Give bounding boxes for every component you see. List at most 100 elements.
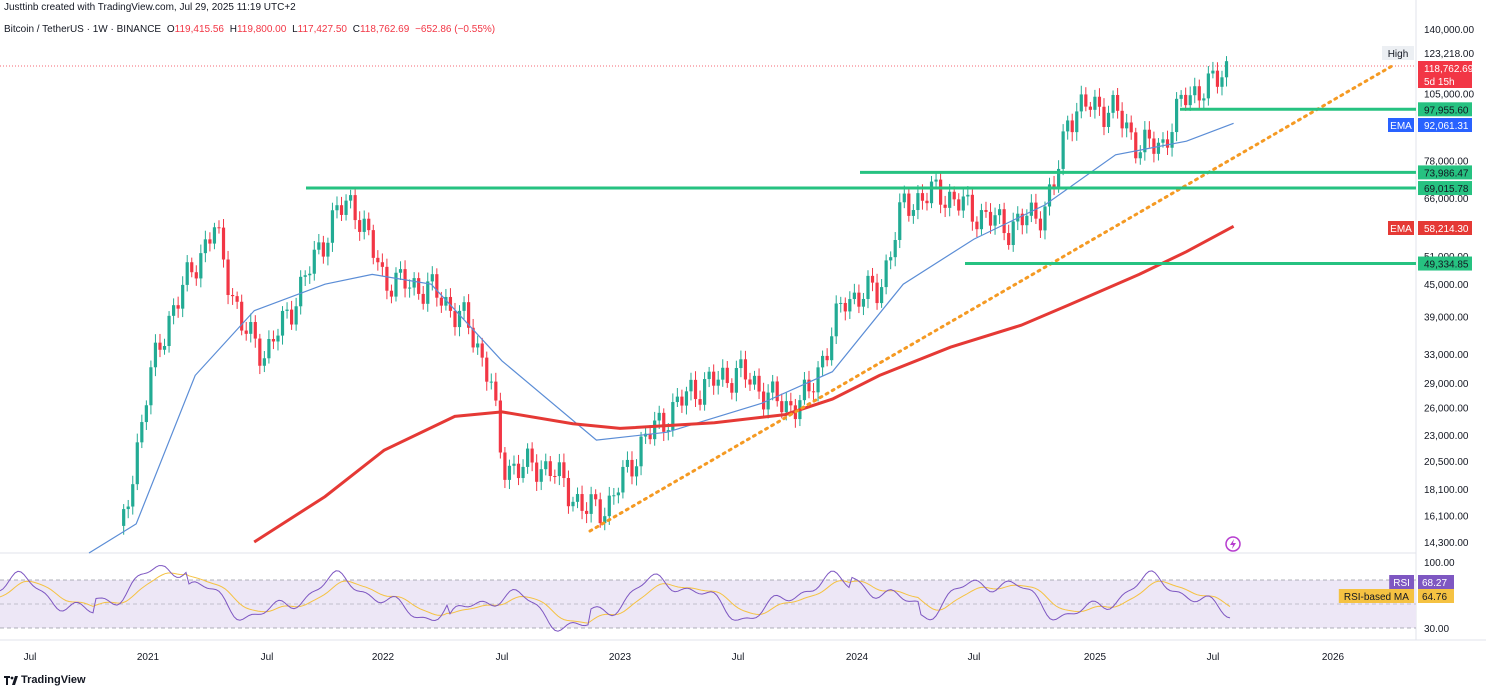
candle	[1075, 111, 1079, 133]
low-label: L	[292, 24, 298, 35]
candle	[916, 193, 920, 211]
tradingview-logo[interactable]: TradingView	[4, 674, 86, 686]
candle	[167, 315, 171, 347]
candle	[326, 242, 330, 257]
candle	[730, 383, 734, 393]
candle	[1011, 221, 1015, 246]
candle	[376, 257, 380, 263]
high-value: 119,800.00	[236, 24, 287, 35]
candle	[1002, 209, 1006, 234]
rsi-line	[0, 565, 1231, 632]
low-value: 117,427.50	[297, 24, 347, 35]
candle	[820, 355, 825, 368]
x-tick-label: 2021	[137, 652, 160, 663]
candle	[190, 262, 194, 273]
candle	[312, 249, 316, 274]
candle	[571, 501, 575, 507]
x-tick-label: Jul	[968, 652, 981, 663]
candle	[525, 448, 530, 467]
candle	[1161, 139, 1165, 143]
candle	[825, 355, 829, 361]
candle	[421, 293, 425, 304]
candle	[780, 401, 784, 413]
candle	[253, 322, 257, 339]
candle	[407, 287, 412, 289]
candle	[634, 466, 639, 477]
candle	[743, 359, 748, 380]
y-tick-label: 140,000.00	[1424, 25, 1474, 36]
x-tick-label: Jul	[261, 652, 274, 663]
candle	[353, 195, 357, 221]
candle	[671, 402, 675, 431]
candle	[385, 266, 389, 291]
candle	[426, 281, 430, 304]
x-tick-label: 2022	[372, 652, 395, 663]
candle	[448, 296, 453, 311]
candle	[934, 179, 938, 182]
candle	[911, 210, 915, 216]
candle	[471, 327, 475, 348]
candle	[1093, 96, 1097, 110]
change-value: −652.86 (−0.55%)	[415, 24, 496, 35]
symbol-legend[interactable]: Bitcoin / TetherUS · 1W · BINANCE O119,4…	[4, 24, 495, 35]
candle	[802, 379, 807, 401]
candle	[562, 462, 566, 479]
candle	[1056, 168, 1061, 188]
candle	[1215, 70, 1220, 87]
symbol-name: Bitcoin / TetherUS · 1W · BINANCE	[4, 24, 162, 35]
candle	[639, 436, 643, 467]
candle	[539, 469, 543, 482]
candle	[702, 379, 707, 405]
level-69015-label: 69,015.78	[1418, 181, 1472, 196]
candle	[943, 204, 947, 208]
y-tick-label: 20,500.00	[1424, 457, 1469, 468]
candle	[784, 401, 788, 413]
candle	[589, 494, 593, 514]
candle	[748, 379, 752, 385]
candle	[811, 391, 816, 393]
candle	[879, 287, 884, 304]
candle	[171, 305, 176, 316]
candle	[362, 218, 366, 232]
candle	[380, 262, 384, 267]
candle	[929, 181, 934, 204]
candle	[739, 359, 743, 369]
candle	[653, 420, 657, 440]
candle	[707, 371, 711, 380]
candle	[230, 295, 235, 297]
candle	[630, 459, 634, 477]
candle	[716, 379, 720, 386]
candle	[280, 310, 285, 336]
candle	[925, 200, 929, 204]
candle	[335, 205, 339, 211]
candle	[1156, 142, 1161, 154]
candle	[303, 275, 307, 277]
candle	[1007, 233, 1011, 246]
candle	[870, 275, 875, 283]
candle	[1025, 215, 1029, 226]
candle	[199, 253, 203, 279]
candle	[1102, 106, 1106, 127]
candle	[852, 292, 856, 300]
candle	[212, 227, 217, 244]
candle	[462, 302, 466, 311]
candle	[771, 381, 775, 393]
candle	[162, 346, 167, 350]
candle	[367, 218, 371, 231]
candle	[344, 200, 348, 215]
candle	[267, 338, 271, 359]
level-69015-label-value: 69,015.78	[1424, 184, 1469, 195]
candle	[430, 274, 434, 282]
rsi-ma-label-value: 64.76	[1422, 592, 1447, 603]
candle	[1088, 106, 1092, 110]
candle	[884, 260, 888, 288]
candle	[140, 422, 144, 443]
candle	[1224, 61, 1229, 78]
candle	[1020, 213, 1024, 226]
candle	[984, 210, 988, 212]
candle	[1197, 86, 1201, 101]
candle	[1111, 94, 1115, 113]
trendline	[588, 64, 1394, 533]
candle	[607, 495, 611, 517]
